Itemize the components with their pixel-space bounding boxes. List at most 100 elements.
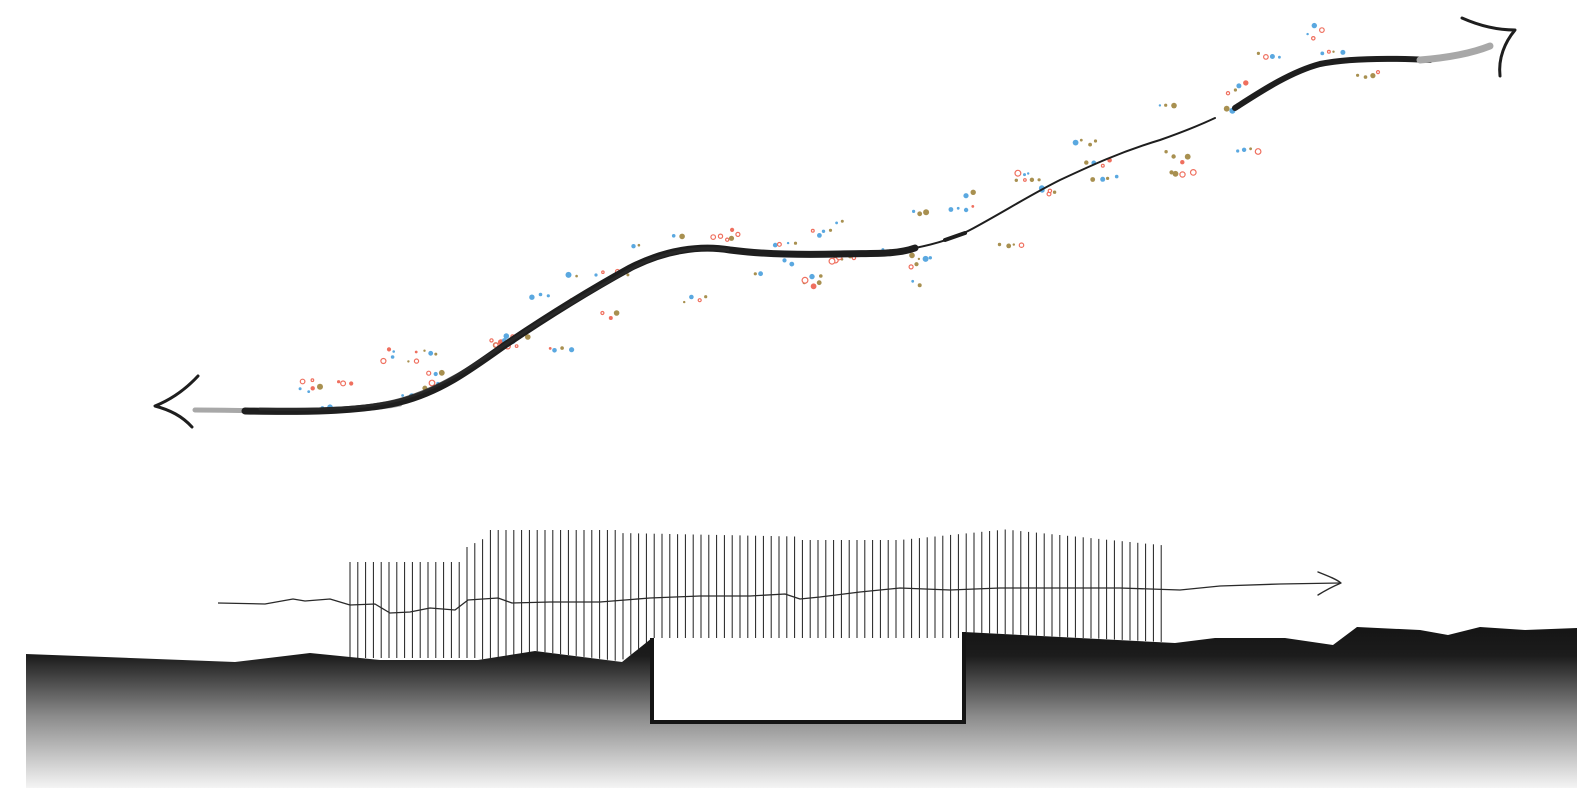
visitor-dot — [307, 390, 311, 393]
visitor-dot — [1223, 105, 1230, 112]
visitor-dot — [489, 338, 494, 343]
visitor-dot — [679, 233, 685, 240]
visitor-dot — [789, 261, 795, 267]
visitor-dot — [428, 350, 434, 356]
visitor-dot — [717, 233, 724, 239]
visitor-dot — [710, 234, 717, 241]
visitor-dot — [816, 280, 822, 286]
visitor-dot — [1356, 73, 1360, 77]
visitor-dot — [809, 273, 815, 280]
visitor-dot — [514, 344, 519, 349]
visitor-dot — [613, 310, 620, 316]
visitor-dot — [1179, 171, 1186, 178]
visitor-dot — [413, 358, 420, 364]
visitor-dot — [310, 386, 315, 391]
path-main-lower-sketch — [258, 247, 730, 411]
visitor-dot — [1090, 177, 1096, 182]
visitor-dot — [689, 294, 694, 300]
visitor-dot — [1014, 178, 1018, 182]
visitor-dot — [1375, 69, 1381, 75]
visitor-dot — [963, 193, 969, 199]
visitor-dot — [1093, 139, 1098, 143]
visitor-dot — [782, 258, 787, 263]
visitor-dot — [908, 264, 914, 270]
visitor-dot — [840, 219, 844, 223]
visitor-dot — [1029, 177, 1035, 182]
visitor-dot — [1079, 138, 1083, 142]
visitor-dot — [569, 347, 575, 353]
visitor-dot — [1278, 55, 1281, 59]
path-main-middle — [914, 117, 1216, 249]
visitor-dot — [600, 310, 605, 316]
visitor-dot — [971, 205, 975, 208]
visitor-dot — [1018, 242, 1025, 249]
visitor-dot — [1189, 168, 1197, 176]
visitor-dot — [970, 189, 976, 195]
visitor-dot — [565, 271, 572, 278]
visitor-dot — [753, 272, 757, 276]
visitor-dot — [758, 271, 763, 277]
visitor-dot — [1084, 160, 1089, 165]
visitor-dot — [956, 206, 960, 210]
ground-mass — [26, 627, 1577, 788]
visitor-dot — [299, 378, 306, 385]
visitor-dot — [390, 355, 395, 359]
visitor-dot — [923, 209, 930, 216]
visitor-dot — [1256, 51, 1260, 56]
visitor-dot — [1318, 27, 1325, 34]
visitor-dot — [1006, 243, 1012, 249]
visitor-dot — [401, 394, 404, 397]
visitor-dot — [1072, 139, 1079, 146]
visitor-dot — [594, 273, 598, 277]
visitor-dot — [1114, 174, 1119, 179]
visitor-dot — [423, 349, 426, 352]
visitor-dot — [317, 383, 323, 390]
visitor-dot — [380, 357, 387, 365]
visitor-dot — [1180, 160, 1185, 165]
visitor-dot — [538, 292, 543, 297]
visitor-dot — [340, 380, 347, 387]
visitor-dot — [914, 262, 919, 267]
visitor-dot — [912, 209, 916, 213]
visitor-dot — [1370, 73, 1376, 79]
visitor-dot — [601, 270, 605, 275]
right-arrowhead-icon — [1460, 16, 1517, 78]
visitor-dot — [917, 211, 923, 217]
right-arrow-icon — [1317, 571, 1342, 596]
visitor-dot — [821, 229, 826, 233]
visitor-dot — [1052, 190, 1057, 194]
visitor-dot — [1306, 32, 1309, 36]
visitor-dot — [730, 227, 735, 232]
visitor-dot — [1340, 49, 1346, 55]
visitor-dot — [1184, 153, 1191, 160]
visitor-dot — [1332, 50, 1335, 53]
visitor-dot — [1027, 172, 1030, 175]
walkway-profile-line — [217, 582, 1341, 614]
visitor-dot — [835, 221, 838, 225]
visitor-dot — [1023, 173, 1026, 177]
visitor-dot — [1311, 22, 1318, 29]
visitor-dot — [414, 350, 418, 354]
visitor-dot — [1269, 54, 1275, 59]
visitor-dot — [1047, 188, 1053, 194]
visitor-dot — [438, 369, 445, 376]
visitor-dot — [1023, 178, 1027, 182]
visitor-dot — [637, 243, 641, 247]
visitor-dot — [786, 241, 790, 245]
visitor-dot — [1262, 54, 1269, 60]
path-main-upper — [1232, 55, 1433, 111]
visitor-dot — [626, 273, 630, 277]
visitor-dot — [608, 316, 613, 320]
visitor-dot — [1171, 102, 1177, 109]
left-arrowhead-icon — [153, 374, 200, 429]
visitor-dot — [1320, 51, 1325, 56]
visitor-dot — [392, 350, 396, 353]
visitor-dot — [817, 233, 822, 238]
visitor-dot — [1158, 104, 1162, 107]
visitor-dot — [1100, 163, 1105, 168]
walkway-plan-sketch — [153, 16, 1517, 429]
visitor-dot — [917, 283, 922, 288]
path-main-lower — [241, 244, 919, 415]
site-section — [26, 529, 1577, 788]
